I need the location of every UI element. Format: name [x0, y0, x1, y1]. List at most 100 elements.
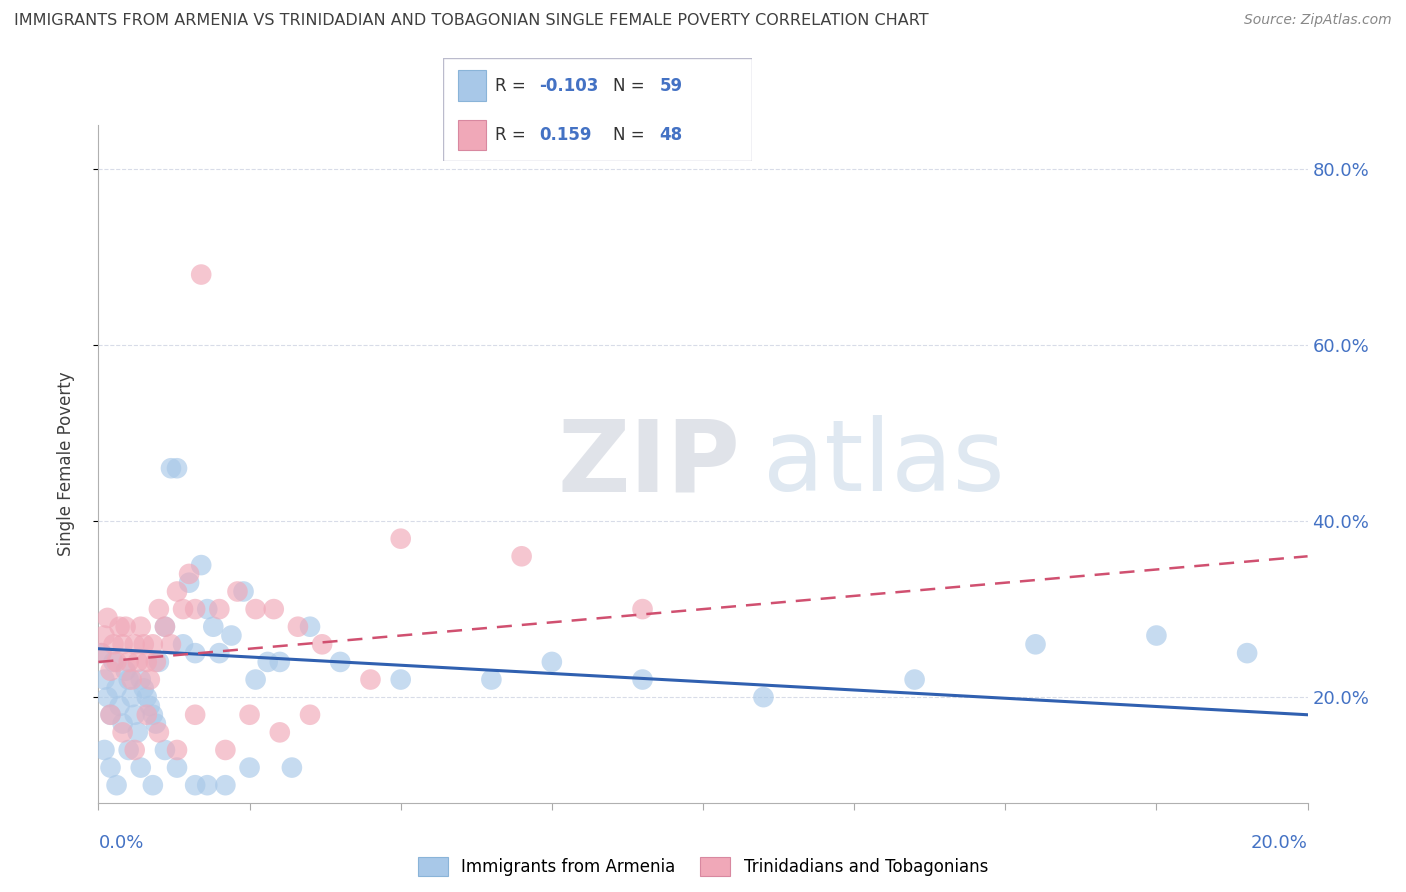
Point — [202, 620, 225, 634]
Point — [239, 707, 262, 722]
Point — [214, 778, 236, 792]
Point — [184, 707, 207, 722]
Point — [281, 761, 304, 775]
Point — [208, 602, 231, 616]
Point — [299, 707, 322, 722]
Point — [90, 646, 112, 660]
Text: 0.0%: 0.0% — [98, 834, 143, 852]
Point — [287, 620, 309, 634]
Point — [195, 602, 218, 616]
Point — [179, 566, 201, 581]
Point — [93, 743, 115, 757]
Point — [631, 673, 654, 687]
Point — [190, 268, 212, 282]
Point — [148, 655, 170, 669]
Point — [245, 602, 267, 616]
Point — [108, 620, 131, 634]
Point — [114, 620, 136, 634]
FancyBboxPatch shape — [458, 120, 486, 150]
Point — [93, 628, 115, 642]
Point — [208, 646, 231, 660]
Text: 0.159: 0.159 — [538, 126, 592, 144]
Point — [166, 461, 188, 475]
Point — [153, 743, 176, 757]
Point — [510, 549, 533, 564]
Point — [190, 558, 212, 573]
Point — [360, 673, 382, 687]
Point — [904, 673, 927, 687]
Point — [1024, 637, 1046, 651]
Point — [105, 681, 128, 696]
Point — [299, 620, 322, 634]
Point — [166, 761, 188, 775]
Point — [631, 602, 654, 616]
Point — [127, 655, 149, 669]
Point — [139, 698, 162, 713]
Point — [90, 646, 112, 660]
Point — [100, 707, 122, 722]
Point — [481, 673, 503, 687]
Point — [118, 655, 141, 669]
Point — [160, 461, 183, 475]
Point — [105, 655, 128, 669]
Point — [142, 637, 165, 651]
Point — [111, 637, 134, 651]
Point — [135, 707, 157, 722]
Point — [329, 655, 352, 669]
Point — [166, 584, 188, 599]
Point — [124, 637, 146, 651]
Point — [541, 655, 564, 669]
Point — [263, 602, 285, 616]
Point — [129, 620, 152, 634]
Point — [148, 602, 170, 616]
Point — [100, 664, 122, 678]
Point — [239, 761, 262, 775]
Text: N =: N = — [613, 126, 650, 144]
Point — [93, 673, 115, 687]
Point — [148, 725, 170, 739]
Point — [121, 673, 143, 687]
Point — [108, 698, 131, 713]
Point — [1236, 646, 1258, 660]
Text: IMMIGRANTS FROM ARMENIA VS TRINIDADIAN AND TOBAGONIAN SINGLE FEMALE POVERTY CORR: IMMIGRANTS FROM ARMENIA VS TRINIDADIAN A… — [14, 13, 929, 29]
Point — [179, 575, 201, 590]
Text: R =: R = — [495, 126, 537, 144]
Text: ZIP: ZIP — [558, 416, 741, 512]
Point — [132, 681, 155, 696]
Point — [100, 761, 122, 775]
Point — [114, 664, 136, 678]
Point — [124, 707, 146, 722]
Point — [256, 655, 278, 669]
Point — [103, 655, 125, 669]
Text: Source: ZipAtlas.com: Source: ZipAtlas.com — [1244, 13, 1392, 28]
Point — [103, 637, 125, 651]
Y-axis label: Single Female Poverty: Single Female Poverty — [56, 372, 75, 556]
Point — [245, 673, 267, 687]
Text: 59: 59 — [659, 77, 682, 95]
Point — [153, 620, 176, 634]
Point — [172, 637, 194, 651]
Point — [389, 532, 412, 546]
Text: -0.103: -0.103 — [538, 77, 598, 95]
Point — [111, 716, 134, 731]
Point — [142, 707, 165, 722]
Text: atlas: atlas — [763, 416, 1005, 512]
Point — [96, 690, 118, 705]
Point — [96, 611, 118, 625]
Point — [127, 725, 149, 739]
Point — [232, 584, 254, 599]
Point — [111, 725, 134, 739]
Point — [118, 673, 141, 687]
Point — [269, 655, 291, 669]
Point — [132, 637, 155, 651]
Text: R =: R = — [495, 77, 531, 95]
Text: 20.0%: 20.0% — [1251, 834, 1308, 852]
Legend: Immigrants from Armenia, Trinidadians and Tobagonians: Immigrants from Armenia, Trinidadians an… — [411, 850, 995, 882]
Point — [752, 690, 775, 705]
Point — [142, 778, 165, 792]
Point — [195, 778, 218, 792]
Point — [153, 620, 176, 634]
Point — [184, 646, 207, 660]
Text: 48: 48 — [659, 126, 682, 144]
Point — [166, 743, 188, 757]
